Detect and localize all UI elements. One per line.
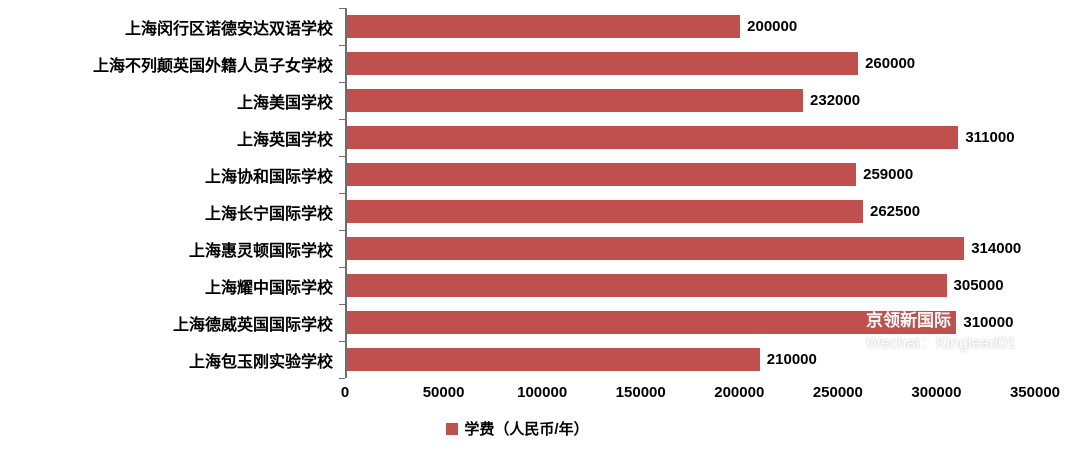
- bar-track: 232000: [347, 89, 1035, 112]
- bar: [347, 274, 947, 297]
- y-axis-tick: [339, 156, 345, 157]
- bar: [347, 126, 959, 149]
- value-label: 314000: [971, 240, 1022, 257]
- x-tick-label: 100000: [517, 384, 568, 401]
- category-label: 上海耀中国际学校: [204, 279, 333, 297]
- bar: [347, 348, 760, 371]
- bar-row: 311000: [347, 119, 1035, 156]
- y-axis-tick: [339, 8, 345, 9]
- bar-row: 260000: [347, 45, 1035, 82]
- bar-track: 260000: [347, 52, 1035, 75]
- value-label: 260000: [865, 55, 916, 72]
- value-label: 262500: [870, 203, 921, 220]
- category-label: 上海美国学校: [236, 94, 333, 112]
- value-label: 311000: [965, 129, 1015, 146]
- category-label: 上海不列颠英国外籍人员子女学校: [92, 57, 333, 75]
- y-axis-tick: [339, 341, 345, 342]
- legend-swatch: [446, 422, 459, 435]
- bar-row: 262500: [347, 193, 1035, 230]
- bar: [347, 311, 957, 334]
- y-axis-tick: [339, 267, 345, 268]
- x-tick-label: 250000: [812, 384, 863, 401]
- x-tick-label: 300000: [911, 384, 962, 401]
- bar-row: 200000: [347, 8, 1035, 45]
- y-axis-tick: [339, 378, 345, 379]
- bar-row: 232000: [347, 82, 1035, 119]
- chart-grid: 上海闵行区诺德安达双语学校上海不列颠英国外籍人员子女学校上海美国学校 上海英国学校…: [0, 8, 1060, 439]
- value-label: 259000: [863, 166, 914, 183]
- bar-track: 314000: [347, 237, 1035, 260]
- category-label: 上海长宁国际学校: [204, 205, 333, 223]
- bar-track: 310000: [347, 311, 1035, 334]
- value-label: 232000: [810, 92, 861, 109]
- bar: [347, 15, 741, 38]
- bar-row: 305000: [347, 267, 1035, 304]
- bar-track: 259000: [347, 163, 1035, 186]
- x-tick-label: 350000: [1009, 384, 1061, 401]
- legend: 学费（人民币/年）: [0, 418, 1035, 439]
- category-label: 上海包玉刚实验学校: [188, 353, 333, 371]
- bar-track: 200000: [347, 15, 1035, 38]
- y-axis-tick: [339, 193, 345, 194]
- y-axis-tick: [339, 119, 345, 120]
- category-label: 上海英国学校: [236, 131, 333, 149]
- y-axis-tick: [339, 45, 345, 46]
- bar: [347, 163, 857, 186]
- value-label: 200000: [747, 18, 798, 35]
- bar-row: 310000: [347, 304, 1035, 341]
- category-axis: 上海闵行区诺德安达双语学校上海不列颠英国外籍人员子女学校上海美国学校 上海英国学校…: [0, 8, 345, 378]
- bar: [347, 52, 859, 75]
- x-tick-label: 0: [340, 384, 350, 401]
- value-label: 310000: [963, 314, 1014, 331]
- category-label: 上海闵行区诺德安达双语学校: [124, 20, 333, 38]
- y-axis-tick: [339, 304, 345, 305]
- bar-row: 314000: [347, 230, 1035, 267]
- category-label: 上海惠灵顿国际学校: [188, 242, 333, 260]
- y-axis-tick: [339, 230, 345, 231]
- bar-row: 210000: [347, 341, 1035, 378]
- value-axis: 0 50000 100000 150000 200000 250000 300000 3500…: [341, 384, 1060, 414]
- plot-area: 200000 260000 232000 311000 259000 262500 3140…: [339, 8, 1035, 379]
- category-label: 上海德威英国国际学校: [172, 316, 333, 334]
- legend-label: 学费（人民币/年）: [464, 421, 589, 438]
- bar-track: 305000: [347, 274, 1035, 297]
- value-label: 305000: [953, 277, 1004, 294]
- x-tick-label: 200000: [714, 384, 765, 401]
- bar: [347, 200, 863, 223]
- category-label: 上海协和国际学校: [204, 168, 333, 186]
- bar-track: 210000: [347, 348, 1035, 371]
- y-axis-tick: [339, 82, 345, 83]
- x-tick-label: 150000: [615, 384, 666, 401]
- bar: [347, 89, 804, 112]
- bar-track: 311000: [347, 126, 1035, 149]
- bar-row: 259000: [347, 156, 1035, 193]
- bar: [347, 237, 965, 260]
- value-label: 210000: [766, 351, 817, 368]
- x-tick-label: 50000: [422, 384, 465, 401]
- bar-track: 262500: [347, 200, 1035, 223]
